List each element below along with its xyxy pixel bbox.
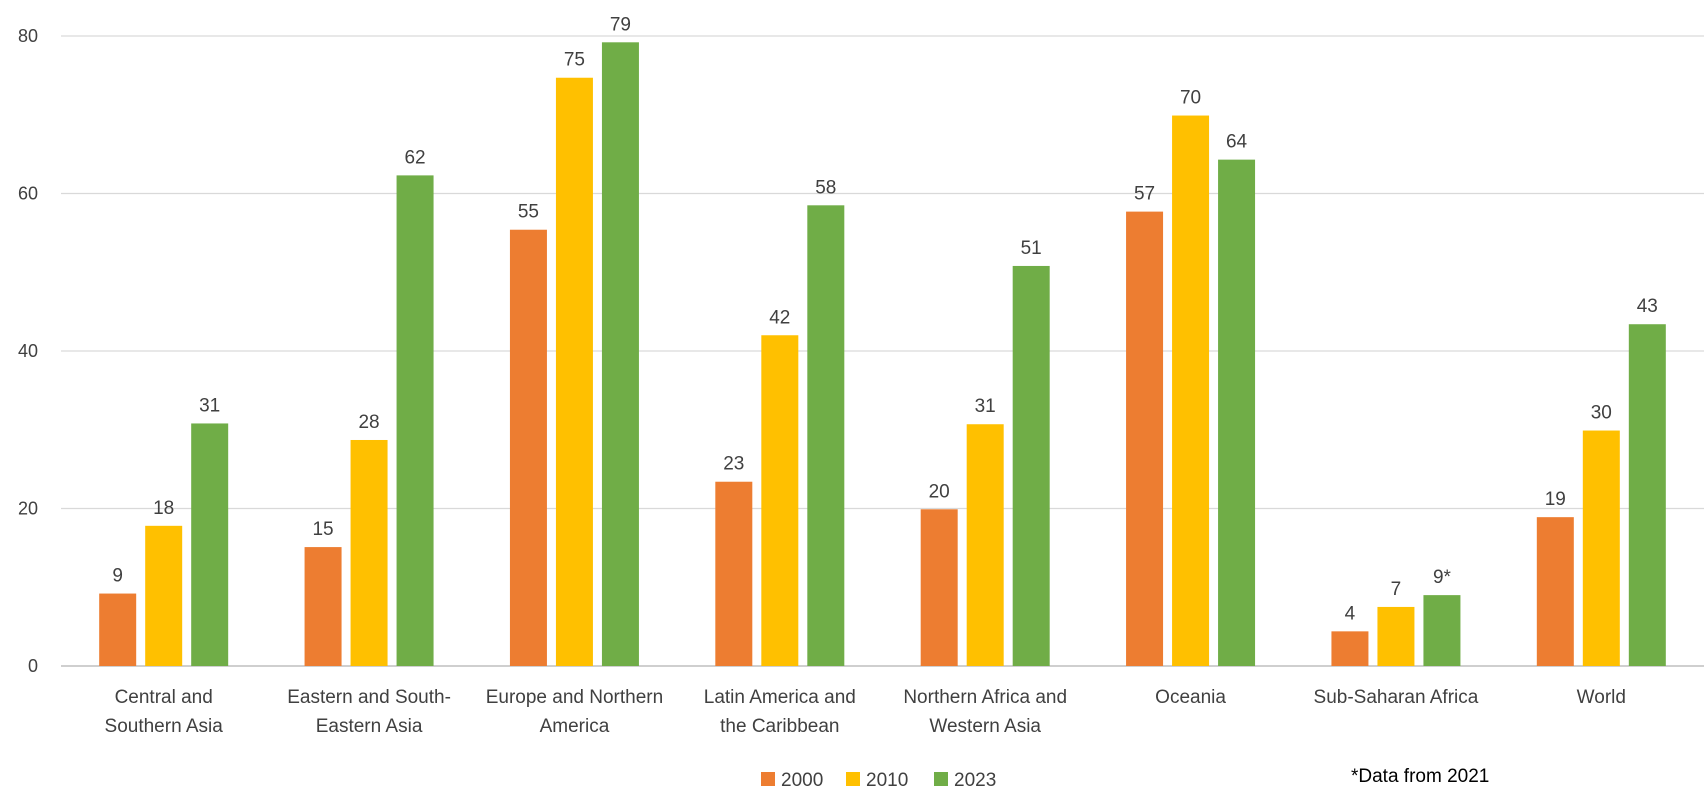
- footnote: *Data from 2021: [1351, 766, 1489, 787]
- data-label: 28: [358, 412, 379, 433]
- y-axis: 0 20 40 60 80: [18, 26, 38, 676]
- legend-label: 2023: [954, 770, 996, 790]
- bar-2023: [191, 423, 229, 666]
- category-label: World: [1577, 687, 1626, 708]
- data-label: 7: [1391, 579, 1402, 600]
- bar-2023: [1012, 265, 1050, 666]
- data-label: 9*: [1433, 567, 1452, 588]
- bar-2010: [1172, 115, 1210, 667]
- category-label: Sub-Saharan Africa: [1314, 687, 1479, 708]
- data-label: 4: [1345, 603, 1356, 624]
- data-label: 9: [112, 566, 123, 587]
- category-label: Latin America and: [704, 687, 856, 708]
- legend: 2000 2010 2023: [761, 770, 996, 790]
- bar-2010: [1582, 430, 1620, 666]
- bar-2023: [601, 42, 639, 667]
- legend-label: 2000: [781, 770, 823, 790]
- bar-2010: [350, 439, 388, 666]
- category-label: Eastern Asia: [316, 716, 423, 737]
- data-label: 18: [153, 498, 174, 519]
- data-label: 57: [1134, 184, 1155, 205]
- category-label: Europe and Northern: [486, 687, 663, 708]
- bar-2010: [555, 77, 593, 667]
- y-tick-label: 80: [18, 26, 38, 46]
- bar-2000: [1331, 631, 1369, 666]
- legend-swatch-2000: [761, 772, 775, 786]
- data-label: 79: [610, 14, 631, 35]
- data-label: 64: [1226, 132, 1248, 153]
- category-label: Eastern and South-: [287, 687, 451, 708]
- data-label: 58: [815, 177, 836, 198]
- bar-2023: [396, 175, 434, 666]
- bar-2010: [966, 424, 1004, 666]
- legend-label: 2010: [866, 770, 908, 790]
- bar-2000: [304, 547, 342, 666]
- bar-2010: [1377, 606, 1415, 666]
- category-label: Northern Africa and: [903, 687, 1067, 708]
- bar-2000: [99, 593, 137, 666]
- data-label: 42: [769, 307, 790, 328]
- data-labels: 9 18 31 15 28 62 55 75 79 23 42 58 20 31 51 57 70 64 4 7 9* 1…: [112, 14, 1657, 624]
- data-label: 20: [929, 481, 950, 502]
- data-label: 15: [312, 519, 333, 540]
- category-label: Oceania: [1155, 687, 1226, 708]
- bar-2000: [1536, 517, 1574, 666]
- bar-2000: [509, 229, 547, 666]
- bar-2000: [920, 509, 958, 666]
- category-label: Central and: [115, 687, 213, 708]
- data-label: 31: [199, 395, 220, 416]
- bar-2010: [761, 335, 799, 666]
- bars: [99, 42, 1666, 667]
- category-label: Western Asia: [929, 716, 1041, 737]
- data-label: 51: [1021, 238, 1042, 259]
- legend-swatch-2010: [846, 772, 860, 786]
- data-label: 19: [1545, 489, 1566, 510]
- y-tick-label: 40: [18, 341, 38, 361]
- x-axis: Central and Southern Asia Eastern and Sout…: [105, 687, 1626, 737]
- y-tick-label: 20: [18, 499, 38, 519]
- data-label: 62: [404, 147, 425, 168]
- data-label: 31: [975, 396, 996, 417]
- bar-2000: [715, 481, 753, 666]
- data-label: 23: [723, 454, 744, 475]
- data-label: 70: [1180, 88, 1201, 109]
- bar-2000: [1126, 211, 1164, 667]
- category-label: Southern Asia: [105, 716, 224, 737]
- y-tick-label: 60: [18, 184, 38, 204]
- y-tick-label: 0: [28, 656, 38, 676]
- category-label: the Caribbean: [720, 716, 839, 737]
- legend-swatch-2023: [934, 772, 948, 786]
- data-label: 75: [564, 50, 585, 71]
- data-label: 30: [1591, 403, 1612, 424]
- data-label: 55: [518, 202, 539, 223]
- bar-2023: [1218, 159, 1256, 666]
- bar-2023: [807, 205, 845, 666]
- category-label: America: [540, 716, 610, 737]
- bar-2010: [145, 525, 183, 666]
- bar-2023: [1423, 595, 1461, 666]
- bar-2023: [1628, 324, 1666, 666]
- data-label: 43: [1637, 296, 1658, 317]
